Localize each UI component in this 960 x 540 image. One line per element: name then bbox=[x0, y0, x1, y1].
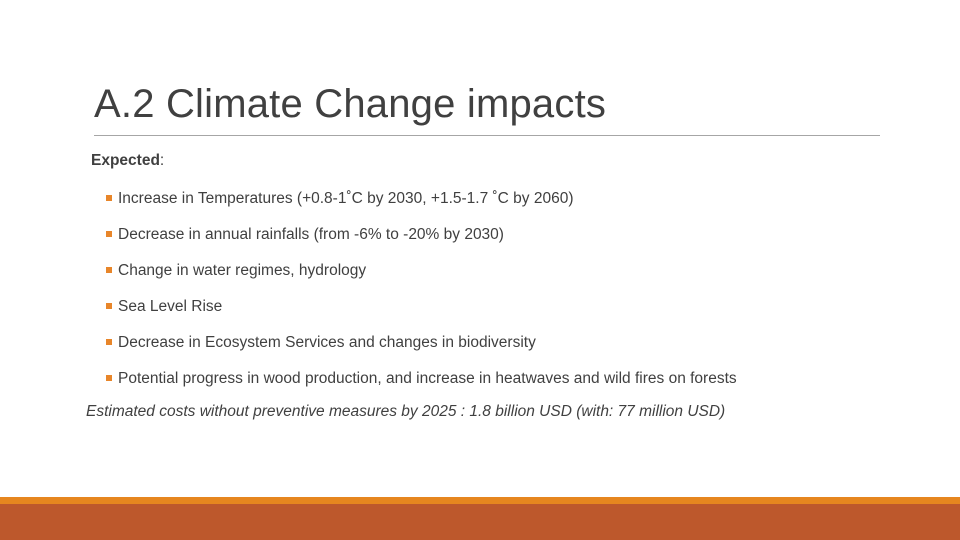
slide-title: A.2 Climate Change impacts bbox=[94, 82, 607, 126]
cost-estimate-note: Estimated costs without preventive measu… bbox=[86, 403, 726, 420]
impact-list: Increase in Temperatures (+0.8-1˚C by 20… bbox=[106, 188, 737, 404]
bullet-text: Decrease in Ecosystem Services and chang… bbox=[118, 334, 536, 351]
expected-label: Expected bbox=[91, 152, 160, 169]
bullet-text: Decrease in annual rainfalls (from -6% t… bbox=[118, 226, 504, 243]
bullet-text: Potential progress in wood production, a… bbox=[118, 370, 737, 387]
expected-heading: Expected: bbox=[91, 152, 164, 170]
square-bullet-icon bbox=[106, 231, 112, 237]
bullet-text: Sea Level Rise bbox=[118, 298, 223, 315]
title-divider bbox=[94, 135, 880, 136]
list-item: Potential progress in wood production, a… bbox=[106, 368, 737, 404]
list-item: Change in water regimes, hydrology bbox=[106, 260, 737, 296]
bullet-text: Increase in Temperatures (+0.8-1˚C by 20… bbox=[118, 190, 574, 207]
footer-bar bbox=[0, 504, 960, 540]
square-bullet-icon bbox=[106, 267, 112, 273]
expected-colon: : bbox=[159, 152, 165, 169]
list-item: Decrease in annual rainfalls (from -6% t… bbox=[106, 224, 737, 260]
footer-accent-bar bbox=[0, 497, 960, 504]
list-item: Increase in Temperatures (+0.8-1˚C by 20… bbox=[106, 188, 737, 224]
square-bullet-icon bbox=[106, 375, 112, 381]
square-bullet-icon bbox=[106, 339, 112, 345]
square-bullet-icon bbox=[106, 303, 112, 309]
list-item: Decrease in Ecosystem Services and chang… bbox=[106, 332, 737, 368]
list-item: Sea Level Rise bbox=[106, 296, 737, 332]
square-bullet-icon bbox=[106, 195, 112, 201]
bullet-text: Change in water regimes, hydrology bbox=[118, 262, 367, 279]
